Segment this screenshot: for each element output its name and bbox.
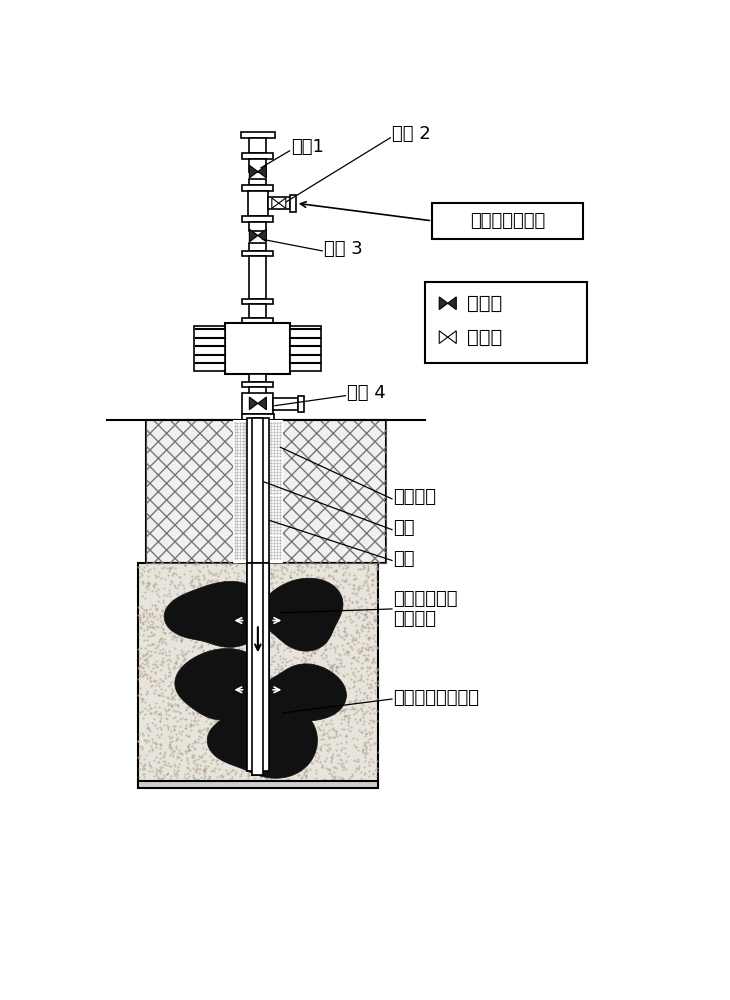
Bar — [194, 326, 226, 371]
Polygon shape — [175, 649, 263, 720]
Bar — [250, 159, 266, 172]
Bar — [242, 393, 273, 414]
Bar — [298, 396, 304, 412]
Bar — [250, 222, 266, 231]
Bar — [250, 374, 266, 382]
Bar — [138, 781, 378, 788]
Bar — [268, 197, 290, 209]
Text: 阀门1: 阀门1 — [291, 138, 324, 156]
Text: 阀门 4: 阀门 4 — [347, 384, 385, 402]
Bar — [253, 418, 264, 711]
Polygon shape — [255, 664, 347, 721]
Bar — [145, 420, 385, 563]
Bar — [250, 138, 266, 153]
Bar — [250, 179, 266, 185]
Text: 水泥返高: 水泥返高 — [393, 488, 437, 506]
Polygon shape — [279, 198, 285, 208]
Text: 二氧化碳增压泵: 二氧化碳增压泵 — [470, 212, 545, 230]
Text: 阀门开: 阀门开 — [467, 328, 502, 347]
Bar — [250, 243, 266, 251]
Polygon shape — [447, 297, 456, 310]
Bar — [138, 563, 378, 786]
Bar — [247, 563, 269, 771]
Text: 压裂裂缝: 压裂裂缝 — [393, 610, 437, 628]
Polygon shape — [439, 297, 447, 310]
Bar — [226, 323, 291, 374]
Polygon shape — [261, 578, 343, 651]
Polygon shape — [258, 229, 266, 242]
Polygon shape — [250, 165, 258, 178]
Bar — [242, 414, 274, 420]
Text: 阀门 3: 阀门 3 — [323, 240, 363, 258]
Bar — [432, 203, 583, 239]
Bar — [253, 563, 264, 774]
Text: 阀门 2: 阀门 2 — [392, 125, 431, 143]
Text: 阀门关: 阀门关 — [467, 294, 502, 313]
Polygon shape — [164, 581, 269, 647]
Polygon shape — [250, 397, 258, 410]
Bar — [242, 185, 273, 191]
Polygon shape — [250, 229, 258, 242]
Polygon shape — [207, 703, 318, 778]
Text: 高压二氧化碳: 高压二氧化碳 — [393, 590, 458, 608]
Bar — [247, 191, 268, 216]
Bar — [247, 563, 269, 771]
Bar — [241, 132, 275, 138]
Bar — [425, 282, 587, 363]
Bar — [242, 216, 273, 222]
Bar — [242, 299, 273, 304]
Bar — [233, 420, 283, 563]
Text: 套管: 套管 — [393, 550, 415, 568]
Text: 油管: 油管 — [393, 519, 415, 537]
Bar — [250, 387, 266, 398]
Bar — [242, 382, 273, 387]
Bar — [273, 398, 298, 410]
Bar — [291, 326, 321, 371]
Polygon shape — [272, 198, 279, 208]
Polygon shape — [258, 397, 266, 410]
Bar — [145, 420, 385, 563]
Polygon shape — [258, 165, 266, 178]
Polygon shape — [439, 331, 447, 343]
Bar — [242, 251, 273, 256]
Bar — [250, 304, 266, 318]
Bar — [250, 256, 266, 299]
Text: 二氧化碳注入区域: 二氧化碳注入区域 — [393, 688, 480, 706]
Bar — [247, 418, 269, 714]
Bar — [253, 563, 264, 774]
Bar — [242, 318, 273, 323]
Polygon shape — [447, 331, 456, 343]
Bar — [242, 153, 273, 159]
Bar — [290, 195, 296, 212]
